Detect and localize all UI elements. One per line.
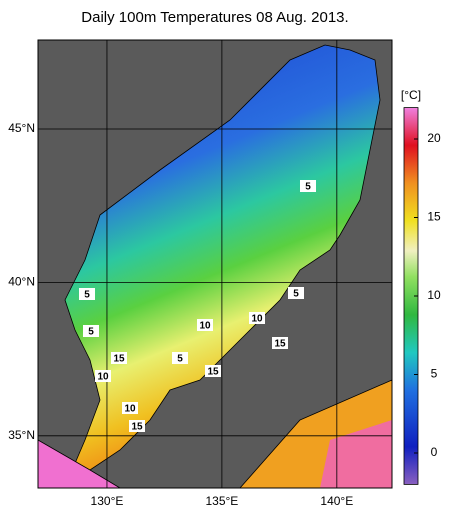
lon-tick-label: 130°E <box>91 494 124 508</box>
lon-tick-label: 140°E <box>320 494 353 508</box>
contour-label-bg <box>249 312 265 324</box>
contour-label: 5 <box>293 289 299 300</box>
contour-label-bg <box>122 402 138 414</box>
contour-label-bg <box>95 370 111 382</box>
lat-tick-label: 40°N <box>8 275 35 289</box>
contour-label: 15 <box>131 422 143 433</box>
contour-label: 10 <box>124 404 136 415</box>
contour-label: 15 <box>274 339 286 350</box>
contour-label: 15 <box>207 367 219 378</box>
contour-label-bg <box>111 352 127 364</box>
lat-tick-label: 35°N <box>8 428 35 442</box>
title: Daily 100m Temperatures 08 Aug. 2013. <box>81 9 348 26</box>
map <box>37 39 393 489</box>
colorbar-tick-label: 10 <box>427 288 441 302</box>
contour-label: 5 <box>305 182 311 193</box>
contour-label-bg <box>129 420 145 432</box>
warm-water <box>320 420 392 488</box>
colorbar-unit: [°C] <box>401 88 421 102</box>
contour-label-bg <box>172 352 188 364</box>
contour-label: 5 <box>88 327 94 338</box>
contour-label-bg <box>288 287 304 299</box>
contour-label: 15 <box>113 354 125 365</box>
map-frame <box>37 39 393 489</box>
colorbar-tick-label: 20 <box>427 131 441 145</box>
colorbar-tick-label: 5 <box>431 367 438 381</box>
colorbar-tick-label: 15 <box>427 210 441 224</box>
contour-label: 5 <box>177 354 183 365</box>
lat-tick-label: 45°N <box>8 121 35 135</box>
contour-label-bg <box>197 319 213 331</box>
contour-label: 5 <box>84 290 90 301</box>
lon-tick-label: 135°E <box>205 494 238 508</box>
contour-label-bg <box>300 180 316 192</box>
contour-label-bg <box>205 365 221 377</box>
contour-label: 10 <box>97 372 109 383</box>
contour-label-bg <box>83 325 99 337</box>
sea-temperature <box>64 44 381 476</box>
contour-label: 10 <box>199 321 211 332</box>
colorbar-tick-label: 0 <box>431 445 438 459</box>
contour-label-bg <box>272 337 288 349</box>
contour-label: 10 <box>251 314 263 325</box>
contour-label-bg <box>79 288 95 300</box>
